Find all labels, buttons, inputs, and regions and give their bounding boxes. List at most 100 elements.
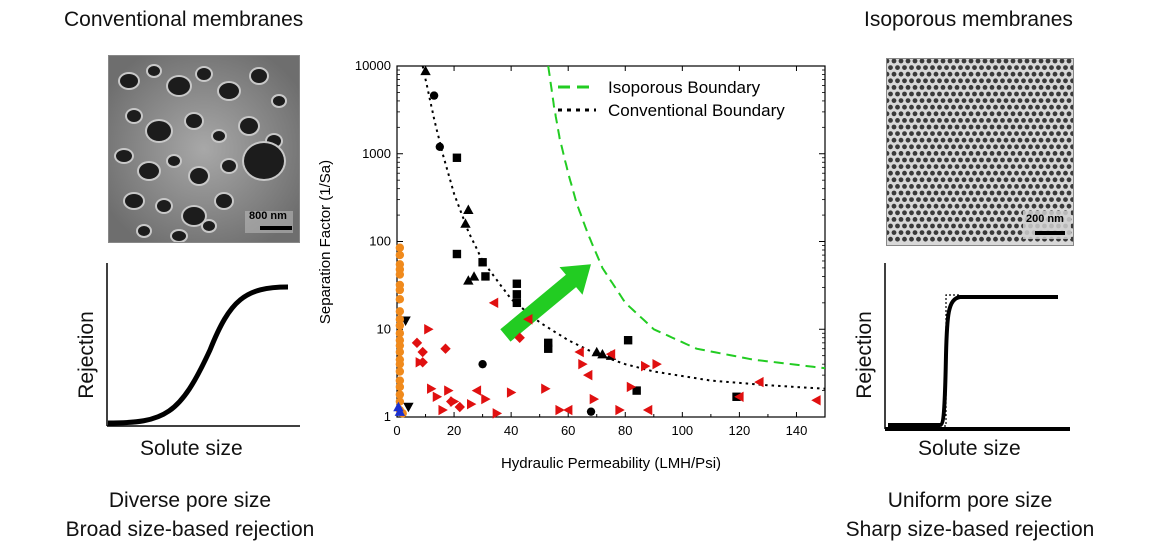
data-point-triangle-right [652,358,662,370]
left-caption: Diverse pore size Broad size-based rejec… [40,486,340,544]
data-point-square [512,298,522,308]
x-tick-label: 60 [561,423,575,438]
left-caption-line1: Diverse pore size [108,489,272,512]
data-point-triangle-right [578,358,588,370]
data-point-triangle-up [597,348,608,359]
data-point-circle [586,407,596,416]
data-point-circle [395,376,405,385]
data-point-circle [395,390,405,399]
x-tick-label: 140 [786,423,808,438]
data-point-triangle-right [506,387,517,398]
left-rejection-curve-plot [106,263,300,427]
data-point-triangle-left [471,385,482,396]
y-tick-label: 1000 [362,146,391,161]
data-point-triangle-right [424,324,434,335]
right-rejection-curve-plot [884,263,1070,431]
green-improvement-arrow [500,264,591,342]
data-point-circle [395,243,405,252]
data-point-diamond [411,337,423,349]
data-point-triangle-left [582,369,593,381]
left-curve-ylabel: Rejection [75,311,98,399]
data-point-square [452,249,462,259]
data-point-circle [395,367,405,376]
data-point-circle [395,250,405,260]
data-point-triangle-up [463,275,474,285]
data-point-diamond [454,401,465,413]
data-point-triangle-up [463,204,474,214]
separation-permeability-chart: 0 20 40 60 80 100 120 140 1 10 100 1000 10000 Isopor… [317,58,826,472]
broad-rejection-curve [107,284,289,426]
data-point-square [623,336,633,345]
ideal-step-curve [940,294,960,427]
data-point-triangle-left [574,346,584,358]
data-point-triangle-right [466,398,477,410]
data-point-triangle-right [492,408,503,419]
data-point-triangle-left [523,314,533,325]
left-panel-title: Conventional membranes [64,8,304,31]
data-point-triangle-up [591,346,602,357]
data-point-triangle-right [432,391,443,402]
data-point-triangle-right [427,383,437,394]
data-point-square [632,386,641,395]
y-tick-label: 10 [377,321,391,336]
y-tick-label: 100 [369,234,391,249]
data-point-square [512,279,522,288]
data-point-triangle-right [438,404,448,416]
improvement-arrow [500,264,591,342]
data-point-triangle-left [563,404,573,416]
data-point-triangle-left [488,297,499,309]
conventional-boundary-line [421,65,826,390]
data-point-circle [395,347,405,357]
scale-bar [260,226,292,230]
data-point-triangle-right [481,393,491,405]
data-point-triangle-left [811,395,821,406]
data-point-triangle-left [642,404,653,416]
left-caption-line2: Broad size-based rejection [65,518,315,541]
sharp-rejection-curve [888,295,1058,427]
data-point-triangle-left [605,348,616,360]
data-point-triangle-left [734,391,744,402]
data-point-triangle-right [415,357,426,368]
x-axis-label: Hydraulic Permeability (LMH/Psi) [501,455,721,472]
data-point-triangle-left [754,376,764,388]
data-point-square [544,338,553,348]
data-point-circle [435,142,444,152]
data-point-square [544,344,553,353]
data-point-diamond [417,346,428,358]
data-point-circle [395,285,405,295]
data-point-square [452,153,462,162]
data-point-triangle-up [420,65,431,76]
data-point-diamond [440,343,451,354]
data-point-triangle-right [449,396,460,407]
data-point-triangle-right [589,393,600,405]
right-panel-title: Isoporous membranes [864,8,1073,31]
data-point-triangle-up [394,406,406,416]
data-point-circle [395,321,405,330]
data-point-circle [429,91,439,100]
data-point-circle [395,359,405,369]
axis-tick-labels: 0 20 40 60 80 100 120 140 1 10 100 1000 10000 [355,58,807,438]
boundary-lines [421,65,826,390]
data-point-triangle-right [626,381,637,393]
data-markers [393,65,821,419]
data-point-triangle-right [641,360,651,372]
isoporous-boundary-line [547,65,826,370]
x-tick-label: 100 [671,423,693,438]
x-tick-label: 40 [504,423,518,438]
scale-bar [1035,231,1065,235]
scale-bar-label-800nm: 800 nm [249,210,287,222]
right-caption: Uniform pore size Sharp size-based rejec… [820,486,1120,544]
data-point-triangle-right [555,404,565,416]
data-point-circle [395,315,405,324]
right-caption-line2: Sharp size-based rejection [845,518,1095,541]
data-point-square [481,272,490,281]
y-axis-label: Separation Factor (1/Sa) [317,160,334,324]
data-point-triangle-right [444,385,454,396]
data-point-triangle-down [403,402,414,413]
y-tick-label: 1 [384,409,391,424]
right-curve-xlabel: Solute size [918,437,1021,460]
data-point-triangle-right [615,404,625,416]
data-point-square [478,258,487,267]
x-tick-label: 120 [729,423,751,438]
left-curve-xlabel: Solute size [140,437,243,460]
